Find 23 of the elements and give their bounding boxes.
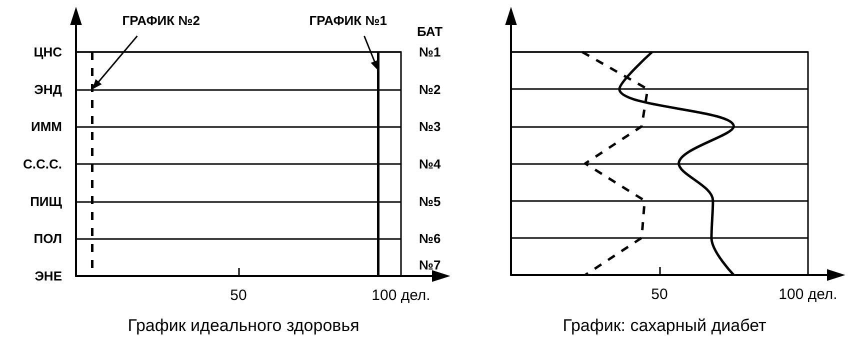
y2-tick-label: №2 bbox=[419, 82, 441, 97]
text: График: сахарный диабет bbox=[562, 316, 767, 335]
series-label: ГРАФИК №1 bbox=[309, 13, 387, 28]
y-tick-label: ПОЛ bbox=[34, 231, 62, 246]
text: График идеального здоровья bbox=[128, 316, 360, 335]
x-tick-label: 50 bbox=[651, 286, 668, 303]
y2-tick-label: №6 bbox=[419, 231, 441, 246]
y-tick-label: ЭНД bbox=[34, 82, 63, 97]
x-tick-label: 100 дел. bbox=[778, 286, 838, 303]
y2-tick-label: №7 bbox=[419, 258, 441, 272]
y-tick-label: ИММ bbox=[30, 119, 62, 134]
text: ГРАФИК №2 bbox=[122, 13, 200, 28]
x-tick-label: 50 bbox=[230, 287, 247, 304]
x-tick-label: 100 дел. bbox=[372, 287, 430, 304]
y2-tick-label: №4 bbox=[419, 156, 442, 172]
y-tick-label: ПИЩ bbox=[30, 194, 63, 209]
y-tick-label: ЦНС bbox=[34, 44, 63, 60]
y-tick-label: С.С.С. bbox=[23, 156, 62, 172]
y2-axis-title: БАТ bbox=[417, 24, 443, 39]
y2-tick-label: №5 bbox=[419, 194, 441, 209]
y2-tick-label: №1 bbox=[419, 44, 441, 60]
y2-tick-label: №3 bbox=[419, 119, 441, 134]
y-tick-label: ЭНЕ bbox=[34, 268, 62, 284]
